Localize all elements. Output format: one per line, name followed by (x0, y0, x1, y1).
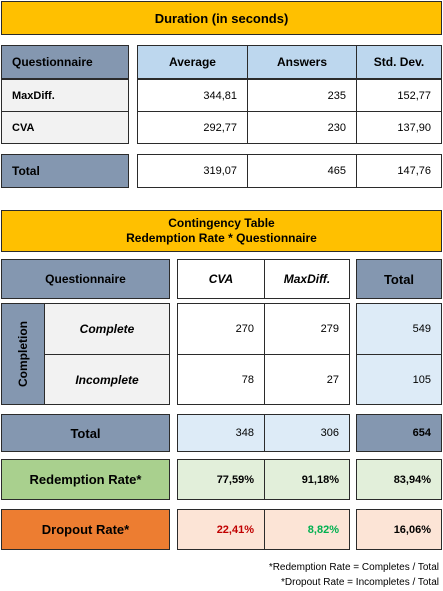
dropout-rate-total: 16,06% (356, 509, 442, 550)
redemption-rate-total: 83,94% (356, 459, 442, 500)
redemption-rate-maxdiff: 91,18% (264, 459, 350, 500)
dropout-rate-label: Dropout Rate* (1, 509, 170, 550)
contingency-cell-total: 105 (356, 354, 442, 405)
contingency-total-maxdiff: 306 (264, 414, 350, 452)
contingency-row-label: Complete (44, 303, 170, 355)
duration-cell-stddev: 137,90 (356, 111, 442, 144)
duration-total-answers: 465 (247, 154, 357, 188)
duration-total-average: 319,07 (137, 154, 248, 188)
contingency-cell-maxdiff: 27 (264, 354, 350, 405)
duration-total-label: Total (1, 154, 129, 188)
duration-header-stddev: Std. Dev. (356, 45, 442, 79)
duration-header-questionnaire: Questionnaire (1, 45, 129, 79)
contingency-cell-cva: 270 (177, 303, 265, 355)
dropout-rate-footnote: *Dropout Rate = Incompletes / Total (281, 577, 439, 588)
contingency-header-cva: CVA (177, 259, 265, 299)
contingency-cell-maxdiff: 279 (264, 303, 350, 355)
duration-total-stddev: 147,76 (356, 154, 442, 188)
completion-group-label: Completion (1, 303, 45, 405)
contingency-row-label: Incomplete (44, 354, 170, 405)
contingency-title-line1: Contingency Table (168, 216, 275, 230)
duration-cell-answers: 230 (247, 111, 357, 144)
redemption-rate-footnote: *Redemption Rate = Completes / Total (268, 562, 439, 573)
duration-row-label: MaxDiff. (1, 79, 129, 112)
duration-row-label: CVA (1, 111, 129, 144)
duration-header-answers: Answers (247, 45, 357, 79)
duration-cell-answers: 235 (247, 79, 357, 112)
contingency-header-maxdiff: MaxDiff. (264, 259, 350, 299)
contingency-header-total: Total (356, 259, 442, 299)
dropout-rate-maxdiff: 8,82% (264, 509, 350, 550)
contingency-cell-cva: 78 (177, 354, 265, 405)
contingency-total-cva: 348 (177, 414, 265, 452)
contingency-title-line2: Redemption Rate * Questionnaire (126, 231, 317, 245)
redemption-rate-label: Redemption Rate* (1, 459, 170, 500)
duration-cell-average: 292,77 (137, 111, 248, 144)
dropout-rate-cva: 22,41% (177, 509, 265, 550)
contingency-cell-total: 549 (356, 303, 442, 355)
completion-group-label-text: Completion (16, 321, 30, 387)
contingency-title: Contingency Table Redemption Rate * Ques… (1, 210, 442, 252)
contingency-header-questionnaire: Questionnaire (1, 259, 170, 299)
duration-cell-stddev: 152,77 (356, 79, 442, 112)
contingency-total-total: 654 (356, 414, 442, 452)
duration-title: Duration (in seconds) (1, 1, 442, 35)
duration-header-average: Average (137, 45, 248, 79)
redemption-rate-cva: 77,59% (177, 459, 265, 500)
duration-cell-average: 344,81 (137, 79, 248, 112)
contingency-total-label: Total (1, 414, 170, 452)
